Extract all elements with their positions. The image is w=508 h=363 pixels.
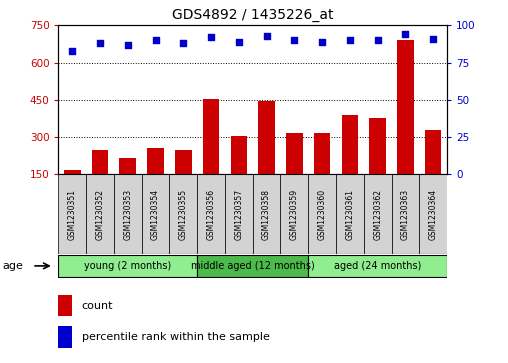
Bar (364, 174, 392, 254)
Bar (203, 99, 219, 211)
Bar (314, 132, 330, 211)
Text: middle aged (12 months): middle aged (12 months) (191, 261, 314, 271)
Bar (170, 174, 197, 254)
Bar (64, 170, 81, 211)
Text: GSM1230361: GSM1230361 (345, 189, 355, 240)
Bar (114, 174, 142, 254)
Bar (253, 174, 280, 254)
Text: GSM1230356: GSM1230356 (207, 189, 215, 240)
Point (429, 36, 437, 42)
Bar (336, 174, 364, 254)
Point (179, 40, 187, 46)
Bar (58, 174, 86, 254)
Text: percentile rank within the sample: percentile rank within the sample (82, 332, 270, 342)
Point (96, 40, 104, 46)
Point (373, 37, 382, 43)
Text: count: count (82, 301, 113, 310)
Point (151, 37, 160, 43)
Bar (225, 174, 253, 254)
Text: GSM1230359: GSM1230359 (290, 189, 299, 240)
Point (263, 33, 271, 39)
Text: age: age (3, 261, 23, 271)
Text: young (2 months): young (2 months) (84, 261, 171, 271)
Text: GSM1230355: GSM1230355 (179, 189, 188, 240)
Text: GSM1230363: GSM1230363 (401, 189, 410, 240)
Bar (341, 115, 358, 211)
Text: GSM1230358: GSM1230358 (262, 189, 271, 240)
Bar (286, 132, 303, 211)
Text: aged (24 months): aged (24 months) (334, 261, 421, 271)
Text: GSM1230354: GSM1230354 (151, 189, 160, 240)
Bar (119, 158, 136, 211)
Bar (392, 174, 419, 254)
Bar (231, 136, 247, 211)
Bar (58, 255, 197, 277)
Bar (142, 174, 170, 254)
Bar (425, 130, 441, 211)
Text: GSM1230353: GSM1230353 (123, 189, 132, 240)
Text: GSM1230352: GSM1230352 (96, 189, 105, 240)
Bar (258, 101, 275, 211)
Text: GSM1230362: GSM1230362 (373, 189, 382, 240)
Text: GSM1230351: GSM1230351 (68, 189, 77, 240)
Point (207, 34, 215, 40)
Text: GSM1230364: GSM1230364 (429, 189, 438, 240)
Text: GSM1230357: GSM1230357 (234, 189, 243, 240)
Point (68, 48, 76, 54)
Bar (147, 148, 164, 211)
Text: GSM1230360: GSM1230360 (318, 189, 327, 240)
Bar (197, 255, 308, 277)
Bar (369, 118, 386, 211)
Point (290, 37, 298, 43)
Point (401, 32, 409, 37)
Bar (86, 174, 114, 254)
Bar (175, 150, 192, 211)
Bar (197, 174, 225, 254)
Point (346, 37, 354, 43)
Bar (308, 174, 336, 254)
Bar (397, 40, 414, 211)
Bar (92, 150, 108, 211)
Bar (280, 174, 308, 254)
Text: GDS4892 / 1435226_at: GDS4892 / 1435226_at (172, 8, 333, 22)
Bar (58, 326, 72, 348)
Point (318, 39, 326, 45)
Bar (419, 174, 447, 254)
Bar (58, 295, 72, 317)
Bar (308, 255, 447, 277)
Point (124, 42, 132, 48)
Point (235, 39, 243, 45)
